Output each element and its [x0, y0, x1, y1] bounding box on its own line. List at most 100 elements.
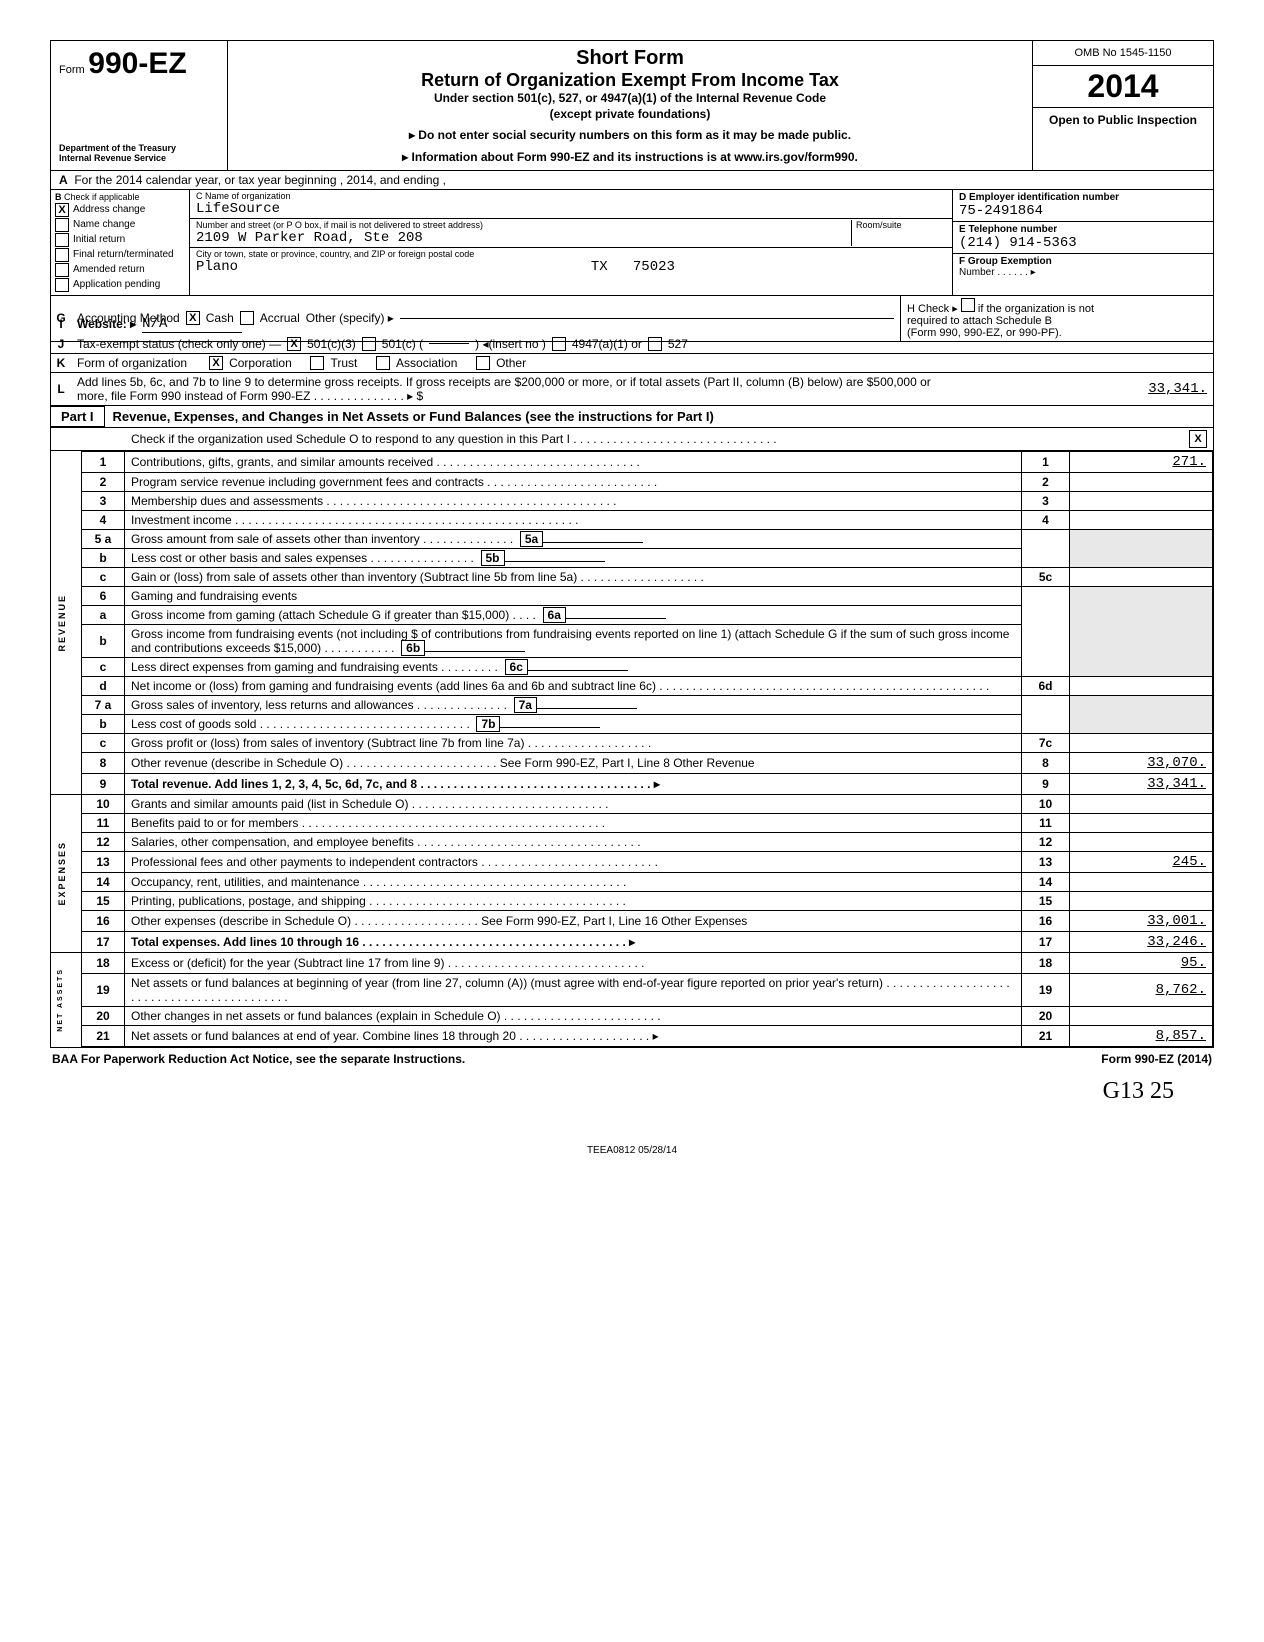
row-desc: Gross income from fundraising events (no… [131, 627, 1009, 655]
table-row: REVENUE 1 Contributions, gifts, grants, … [51, 451, 1213, 472]
corp-label: Corporation [229, 356, 292, 370]
ein-label: D Employer identification number [959, 192, 1207, 203]
chk-final-return[interactable]: Final return/terminated [55, 248, 185, 262]
row-num: 6 [82, 586, 125, 605]
row-linecol: 2 [1022, 472, 1070, 491]
phone-value: (214) 914-5363 [959, 235, 1207, 251]
table-row: cGross profit or (loss) from sales of in… [51, 733, 1213, 752]
table-row: 12Salaries, other compensation, and empl… [51, 832, 1213, 851]
row-linecol: 1 [1022, 451, 1070, 472]
row-desc: Gaming and fundraising events [125, 586, 1022, 605]
shade-cell [1022, 695, 1070, 733]
row-num: 4 [82, 510, 125, 529]
table-row: 3Membership dues and assessments . . . .… [51, 491, 1213, 510]
chk-label: Application pending [73, 279, 160, 290]
header-right: OMB No 1545-1150 2014 Open to Public Ins… [1032, 41, 1213, 170]
row-amt [1070, 472, 1213, 491]
row-amt: 33,001. [1070, 910, 1213, 931]
row-desc: Occupancy, rent, utilities, and maintena… [125, 872, 1022, 891]
form-of-org-label: Form of organization [77, 356, 187, 370]
line-l-content: Add lines 5b, 6c, and 7b to line 9 to de… [71, 373, 1213, 405]
row-num: c [82, 657, 125, 676]
chk-schedule-o[interactable]: X [1189, 430, 1207, 448]
row-num: 18 [82, 952, 125, 973]
row-amt: 33,070. [1070, 752, 1213, 773]
org-addr-cell: Number and street (or P O box, if mail i… [190, 219, 952, 248]
row-amt: 245. [1070, 851, 1213, 872]
chk-501c3[interactable]: X [287, 337, 301, 351]
row-amt [1070, 567, 1213, 586]
chk-amended-return[interactable]: Amended return [55, 263, 185, 277]
sub-label: 6b [401, 640, 425, 656]
table-row: 20Other changes in net assets or fund ba… [51, 1006, 1213, 1025]
row-linecol: 19 [1022, 973, 1070, 1006]
website-value: N/A [142, 316, 242, 333]
row-desc: Less cost or other basis and sales expen… [131, 551, 474, 565]
col-c-org-info: C Name of organization LifeSource Number… [190, 190, 953, 295]
chk-other-org[interactable] [476, 356, 490, 370]
row-desc: Less cost of goods sold . . . . . . . . … [131, 717, 470, 731]
part1-check-content: Check if the organization used Schedule … [51, 428, 1213, 450]
title-return: Return of Organization Exempt From Incom… [236, 70, 1024, 91]
subtitle-section: Under section 501(c), 527, or 4947(a)(1)… [236, 91, 1024, 107]
h-text2: required to attach Schedule B [907, 315, 1052, 327]
org-name-label: C Name of organization [196, 191, 946, 201]
h-check-label: H Check ▸ [907, 303, 958, 315]
section-bcdef: B Check if applicable XAddress change Na… [51, 190, 1213, 296]
row-desc: Other revenue (describe in Schedule O) .… [125, 752, 1022, 773]
row-amt [1070, 832, 1213, 851]
row-num: 19 [82, 973, 125, 1006]
group-exempt-cell: F Group Exemption Number . . . . . . ▸ [953, 254, 1213, 280]
chk-label: Address change [73, 204, 145, 215]
row-linecol: 7c [1022, 733, 1070, 752]
chk-corporation[interactable]: X [209, 356, 223, 370]
part1-check-row: Check if the organization used Schedule … [51, 428, 1213, 451]
row-desc: Membership dues and assessments . . . . … [125, 491, 1022, 510]
phone-cell: E Telephone number (214) 914-5363 [953, 222, 1213, 254]
sub-label: 5b [481, 550, 505, 566]
omb-number: OMB No 1545-1150 [1033, 41, 1213, 66]
chk-501c[interactable] [362, 337, 376, 351]
table-row: EXPENSES 10Grants and similar amounts pa… [51, 794, 1213, 813]
row-amt [1070, 813, 1213, 832]
city-value: Plano TX 75023 [196, 259, 946, 275]
line-j-content: Tax-exempt status (check only one) — X50… [71, 335, 1213, 353]
footer: BAA For Paperwork Reduction Act Notice, … [50, 1048, 1214, 1070]
chk-trust[interactable] [310, 356, 324, 370]
form-prefix: Form [59, 64, 85, 76]
row-desc: Total expenses. Add lines 10 through 16 … [131, 935, 635, 949]
zip: 75023 [633, 259, 675, 275]
chk-label: Amended return [73, 264, 145, 275]
line-l-amount: 33,341. [1148, 381, 1207, 397]
table-row: 6Gaming and fundraising events [51, 586, 1213, 605]
chk-initial-return[interactable]: Initial return [55, 233, 185, 247]
table-row: 13Professional fees and other payments t… [51, 851, 1213, 872]
row-num: 12 [82, 832, 125, 851]
row-num: 15 [82, 891, 125, 910]
row-amt: 33,341. [1070, 773, 1213, 794]
table-row: NET ASSETS 18Excess or (deficit) for the… [51, 952, 1213, 973]
chk-schedule-b[interactable] [961, 298, 975, 312]
chk-association[interactable] [376, 356, 390, 370]
city: Plano [196, 259, 238, 275]
org-name-cell: C Name of organization LifeSource [190, 190, 952, 219]
org-name-value: LifeSource [196, 201, 946, 217]
chk-label: Final return/terminated [73, 249, 174, 260]
chk-address-change[interactable]: XAddress change [55, 203, 185, 217]
chk-4947[interactable] [552, 337, 566, 351]
letter-j: J [51, 337, 71, 351]
dept-treasury: Department of the Treasury Internal Reve… [59, 144, 219, 164]
line-a: A For the 2014 calendar year, or tax yea… [51, 171, 1213, 190]
row-num: 7 a [82, 695, 125, 714]
chk-name-change[interactable]: Name change [55, 218, 185, 232]
table-row: 14Occupancy, rent, utilities, and mainte… [51, 872, 1213, 891]
addr-label: Number and street (or P O box, if mail i… [196, 220, 851, 230]
row-amt: 33,246. [1070, 931, 1213, 952]
line-l-text: Add lines 5b, 6c, and 7b to line 9 to de… [77, 375, 957, 403]
chk-527[interactable] [648, 337, 662, 351]
row-desc: Gross amount from sale of assets other t… [131, 532, 513, 546]
tax-exempt-label: Tax-exempt status (check only one) — [77, 337, 281, 351]
section-expenses-label: EXPENSES [57, 841, 67, 906]
chk-application-pending[interactable]: Application pending [55, 278, 185, 292]
letter-l: L [51, 382, 71, 396]
